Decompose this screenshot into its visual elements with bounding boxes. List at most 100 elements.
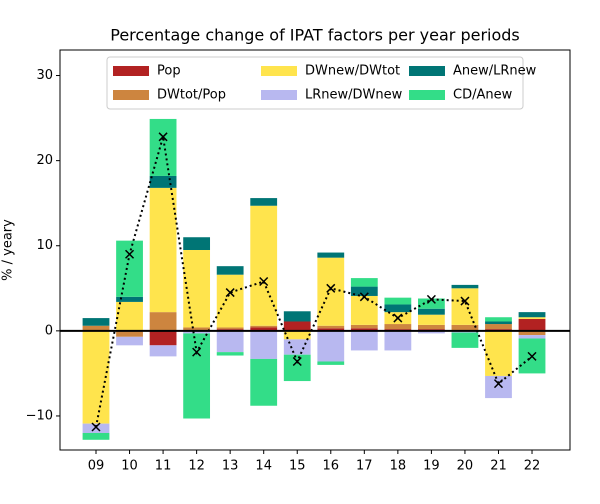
bar-segment (283, 339, 311, 355)
bar-segment (518, 317, 546, 319)
x-tick-label: 09 (88, 459, 105, 474)
bar-segment (418, 324, 445, 330)
plot-area (82, 118, 546, 440)
legend-swatch (261, 90, 297, 100)
y-axis-label: % / yeary (1, 219, 16, 281)
bar-segment (216, 266, 244, 275)
bar-segment (317, 328, 345, 331)
bar-segment (183, 327, 211, 330)
bar-segment (216, 330, 244, 353)
bar-segment (82, 325, 110, 331)
bar-segment (317, 330, 345, 362)
bar-segment (485, 375, 512, 399)
legend-swatch (261, 66, 297, 76)
net-marker (527, 351, 537, 361)
legend-label: Pop (157, 64, 181, 79)
bar-segment (384, 304, 412, 313)
bar-segment (250, 327, 278, 331)
net-marker (259, 276, 269, 287)
net-marker (91, 422, 101, 432)
x-tick-label: 10 (121, 459, 138, 474)
legend: Pop DWtot/Pop DWnew/DWtot LRnew/DWnew Anew/L… (106, 56, 537, 110)
bar-segment (384, 330, 412, 351)
bar-segment (518, 318, 546, 331)
bar-segment (149, 312, 177, 331)
bar-segment (250, 325, 278, 328)
net-marker (460, 296, 470, 306)
bar-segment (250, 358, 278, 406)
bar-segment (418, 308, 445, 315)
bar-segment (418, 314, 445, 325)
x-tick-label: 12 (188, 459, 205, 474)
x-tick-label: 13 (222, 459, 239, 474)
net-marker (493, 379, 504, 389)
x-tick-label: 21 (490, 459, 507, 474)
bar-segment (116, 296, 143, 302)
bar-segment (149, 345, 177, 357)
bar-segment (485, 330, 512, 376)
bar-segment (485, 321, 512, 325)
bar-segment (216, 274, 244, 328)
bar-segment (149, 118, 177, 176)
bar-segment (350, 328, 378, 331)
x-tick-label: 19 (423, 459, 440, 474)
legend-swatch (113, 66, 149, 76)
bar-segment (250, 330, 278, 359)
bar-segment (350, 330, 378, 351)
chart-title: Percentage change of IPAT factors per ye… (110, 26, 520, 45)
bar-segment (317, 252, 345, 258)
x-tick-label: 16 (323, 459, 340, 474)
legend-label: Anew/LRnew (453, 64, 537, 79)
y-tick-label: 30 (36, 68, 53, 83)
net-marker (192, 347, 202, 357)
legend-label: DWnew/DWtot (305, 64, 400, 79)
bar-segment (283, 330, 311, 340)
bar-segment (149, 175, 177, 188)
bar-segment (250, 205, 278, 326)
x-tick-label: 11 (155, 459, 172, 474)
bar-segment (250, 198, 278, 206)
bar-segment (350, 295, 378, 325)
legend-label: LRnew/DWnew (305, 88, 403, 103)
bar-segment (350, 324, 378, 329)
bar-segment (317, 361, 345, 365)
x-tick-label: 22 (524, 459, 541, 474)
bar-segment (82, 318, 110, 326)
bar-segment (183, 237, 211, 250)
bar-segment (116, 336, 143, 346)
net-marker (426, 294, 436, 304)
net-marker (158, 132, 168, 142)
x-tick-label: 17 (356, 459, 373, 474)
bar-segment (418, 298, 445, 309)
bar-segment (216, 327, 244, 330)
bar-segment (283, 354, 311, 382)
bar-segment (216, 352, 244, 356)
bar-segment (149, 187, 177, 313)
bar-segment (116, 240, 143, 297)
y-tick-label: 0 (45, 323, 53, 338)
bar-segment (518, 312, 546, 318)
y-tick-label: −10 (26, 408, 53, 423)
bar-segment (485, 324, 512, 330)
x-tick-label: 14 (255, 459, 272, 474)
bar-segment (518, 330, 546, 336)
bar-segment (451, 332, 479, 348)
bar-segment (283, 321, 311, 331)
net-line (95, 136, 533, 428)
bar-segment (183, 330, 211, 334)
x-tick-label: 20 (457, 459, 474, 474)
bar-segment (317, 257, 345, 326)
bar-segment (384, 297, 412, 305)
bar-segment (485, 317, 512, 322)
bar-segment (350, 278, 378, 287)
net-marker (225, 288, 235, 298)
bar-segment (116, 301, 143, 331)
x-tick-label: 18 (390, 459, 407, 474)
bar-segment (149, 330, 177, 346)
net-marker (393, 313, 403, 323)
legend-label: DWtot/Pop (157, 88, 226, 103)
net-marker (125, 249, 135, 259)
legend-label: CD/Anew (453, 88, 513, 103)
bar-segment (518, 335, 546, 339)
